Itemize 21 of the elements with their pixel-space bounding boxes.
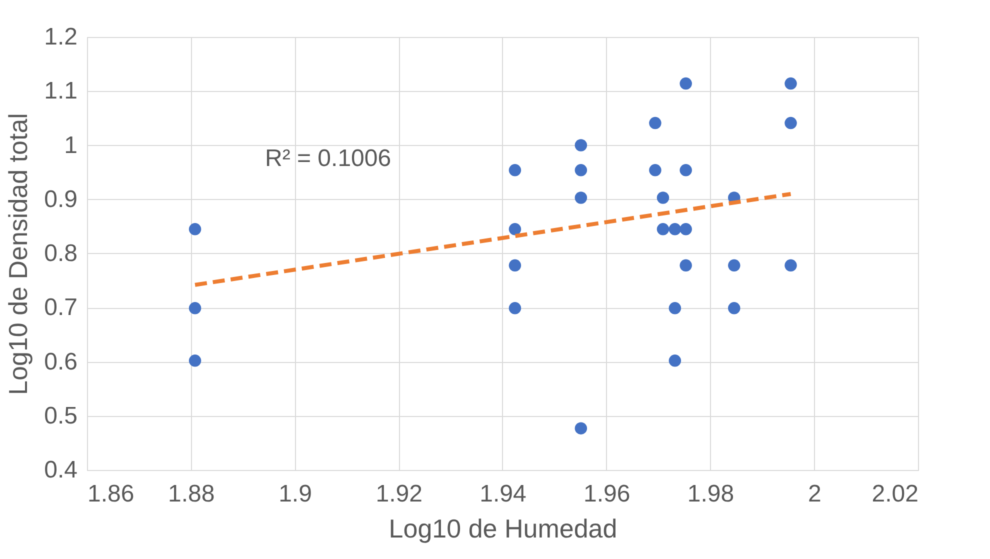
x-tick-label: 2 <box>808 480 822 508</box>
x-tick-label: 1.86 <box>88 480 134 508</box>
x-tick-label: 1.94 <box>480 480 526 508</box>
y-tick-label: 0.8 <box>44 240 78 267</box>
x-tick-label: 1.98 <box>687 480 734 508</box>
y-tick-label: 1 <box>64 132 78 159</box>
y-tick-label: 1.1 <box>44 78 78 105</box>
y-tick-label: 0.6 <box>44 348 78 376</box>
y-axis-title: Log10 de Densidad total <box>3 113 34 395</box>
x-tick-label: 1.92 <box>376 480 422 508</box>
y-tick-label: 0.4 <box>44 456 78 484</box>
y-tick-label: 0.9 <box>44 186 78 213</box>
y-tick-label: 0.7 <box>44 294 78 322</box>
annotation: R² = 0.1006 <box>265 145 392 172</box>
x-axis-title: Log10 de Humedad <box>388 514 618 544</box>
y-tick-label: 0.5 <box>44 402 78 430</box>
y-tick-label: 1.2 <box>44 24 78 50</box>
x-tick-label: 2.02 <box>872 480 918 508</box>
x-tick-label: 1.9 <box>278 480 312 508</box>
x-tick-label: 1.88 <box>168 480 215 508</box>
x-tick-label: 1.96 <box>584 480 630 508</box>
